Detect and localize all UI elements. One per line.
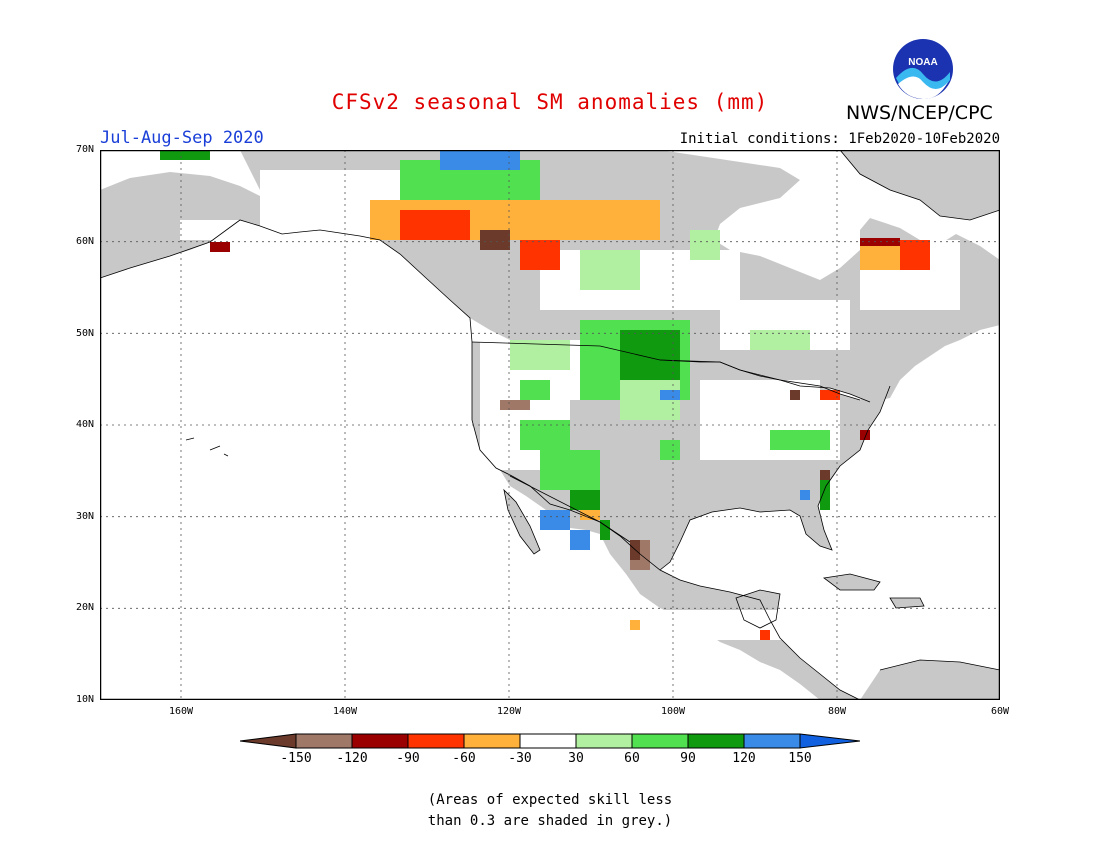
lon-label-160w: 160W xyxy=(168,706,194,717)
colorbar-label: 150 xyxy=(788,751,812,766)
skill-note-line-1: (Areas of expected skill less xyxy=(427,792,673,808)
colorbar-label: -90 xyxy=(396,751,420,766)
graticule xyxy=(100,150,1000,700)
colorbar-label: -30 xyxy=(508,751,532,766)
colorbar-arrow-left xyxy=(240,734,296,748)
colorbar-label: 90 xyxy=(680,751,696,766)
season-label: Jul-Aug-Sep 2020 xyxy=(100,128,264,148)
lon-label-140w: 140W xyxy=(332,706,358,717)
agency-label: NWS/NCEP/CPC xyxy=(846,102,993,124)
colorbar-swatch xyxy=(296,734,352,748)
colorbar-swatch xyxy=(744,734,800,748)
map-title: CFSv2 seasonal SM anomalies (mm) xyxy=(331,90,769,114)
skill-note-line-2: than 0.3 are shaded in grey.) xyxy=(427,813,673,829)
lat-label-40n: 40N xyxy=(75,419,94,430)
skill-note: (Areas of expected skill less than 0.3 a… xyxy=(0,790,1100,832)
colorbar-arrow-right xyxy=(800,734,860,748)
lat-label-70n: 70N xyxy=(75,144,94,155)
colorbar-label: 60 xyxy=(624,751,640,766)
colorbar-label: -120 xyxy=(336,751,368,766)
colorbar-label: 120 xyxy=(732,751,756,766)
colorbar-label: -150 xyxy=(280,751,312,766)
colorbar-swatch xyxy=(632,734,688,748)
lat-label-60n: 60N xyxy=(75,236,94,247)
colorbar-swatch xyxy=(688,734,744,748)
initial-conditions-label: Initial conditions: 1Feb2020-10Feb2020 xyxy=(679,131,1000,147)
soil-moisture-map xyxy=(100,150,1000,700)
colorbar-label: 30 xyxy=(568,751,584,766)
logo-text: NOAA xyxy=(908,57,937,68)
colorbar-swatch xyxy=(408,734,464,748)
lat-label-30n: 30N xyxy=(75,511,94,522)
lat-label-20n: 20N xyxy=(75,602,94,613)
colorbar-label: -60 xyxy=(452,751,476,766)
lon-label-120w: 120W xyxy=(496,706,522,717)
colorbar-swatch xyxy=(352,734,408,748)
lon-label-100w: 100W xyxy=(660,706,686,717)
colorbar-swatch xyxy=(464,734,520,748)
lat-label-10n: 10N xyxy=(75,694,94,705)
map-frame xyxy=(100,150,1000,700)
colorbar-swatch xyxy=(576,734,632,748)
coastlines-borders xyxy=(100,150,1000,700)
colorbar-swatch xyxy=(520,734,576,748)
colorbar xyxy=(240,733,860,749)
lon-label-80w: 80W xyxy=(827,706,847,717)
noaa-logo: NOAA xyxy=(893,39,953,100)
lon-label-60w: 60W xyxy=(990,706,1010,717)
lat-label-50n: 50N xyxy=(75,328,94,339)
